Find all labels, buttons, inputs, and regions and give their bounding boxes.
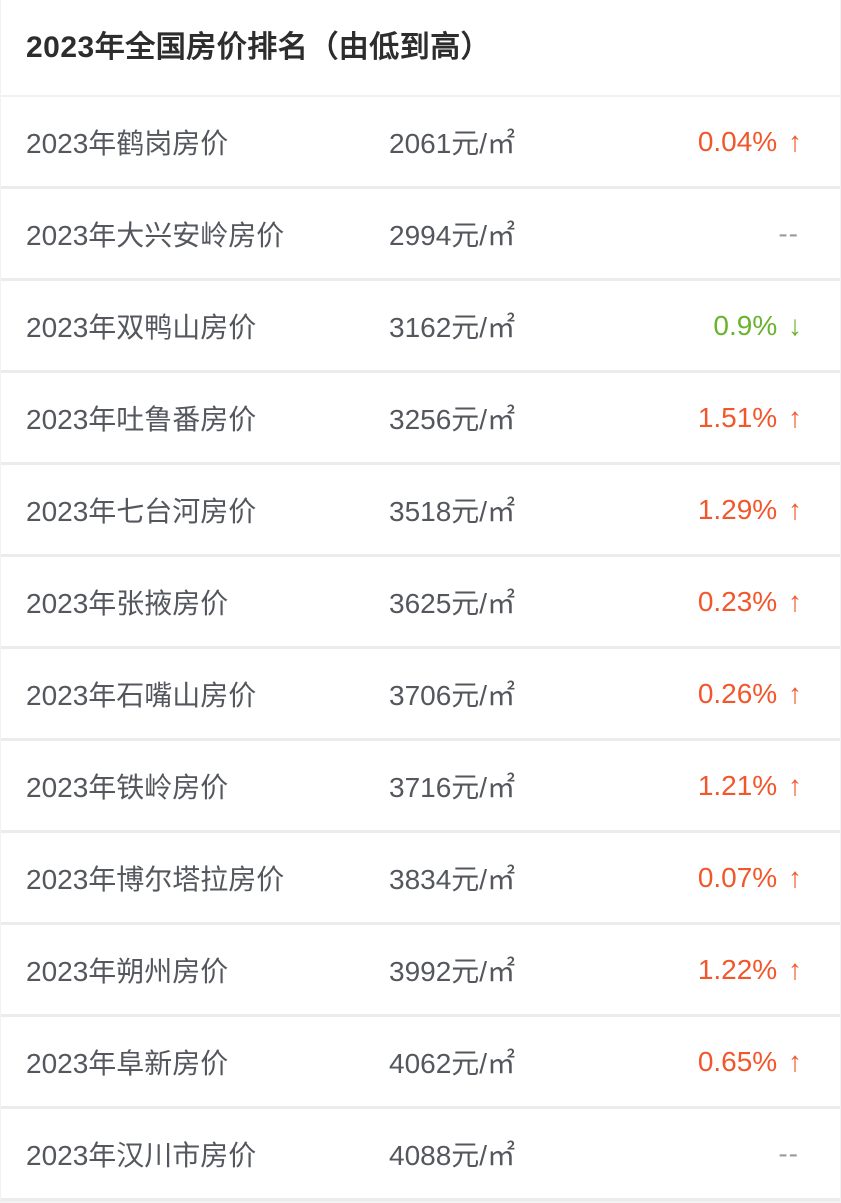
price-change: 0.23% ↑ xyxy=(698,586,802,618)
price-row[interactable]: 2023年阜新房价 4062元/㎡ 0.65% ↑ xyxy=(1,1017,840,1109)
price-ranking-list: 2023年鹤岗房价 2061元/㎡ 0.04% ↑ 2023年大兴安岭房价 29… xyxy=(1,97,840,1201)
price-row[interactable]: 2023年张掖房价 3625元/㎡ 0.23% ↑ xyxy=(1,557,840,649)
change-percent: 0.65% xyxy=(697,1045,778,1077)
price-change: 1.29% ↑ xyxy=(698,494,802,526)
up-arrow-icon: ↑ xyxy=(788,953,802,985)
price-value: 3256元/㎡ xyxy=(389,403,516,435)
price-value: 3625元/㎡ xyxy=(389,587,516,619)
up-arrow-icon: ↑ xyxy=(788,861,802,893)
price-value: 4062元/㎡ xyxy=(389,1047,516,1079)
change-percent: 0.07% xyxy=(697,861,778,893)
price-value: 3518元/㎡ xyxy=(389,495,516,527)
price-row[interactable]: 2023年大兴安岭房价 2994元/㎡ -- xyxy=(1,189,840,281)
city-price-label: 2023年大兴安岭房价 xyxy=(26,219,285,251)
city-price-label: 2023年铁岭房价 xyxy=(26,771,229,803)
change-percent: 1.21% xyxy=(697,769,778,801)
price-row[interactable]: 2023年吐鲁番房价 3256元/㎡ 1.51% ↑ xyxy=(1,373,840,465)
price-change: 1.21% ↑ xyxy=(698,770,802,802)
change-percent: 1.29% xyxy=(697,493,778,525)
up-arrow-icon: ↑ xyxy=(788,493,802,525)
city-price-label: 2023年吐鲁番房价 xyxy=(26,403,257,435)
price-row[interactable]: 2023年博尔塔拉房价 3834元/㎡ 0.07% ↑ xyxy=(1,833,840,925)
up-arrow-icon: ↑ xyxy=(788,585,802,617)
price-change: -- xyxy=(778,218,802,250)
change-percent: 1.51% xyxy=(697,401,778,433)
price-change: 0.07% ↑ xyxy=(698,862,802,894)
city-price-label: 2023年双鸭山房价 xyxy=(26,311,257,343)
price-value: 4088元/㎡ xyxy=(389,1139,516,1171)
city-price-label: 2023年博尔塔拉房价 xyxy=(26,863,285,895)
price-change: 0.9% ↓ xyxy=(713,310,802,342)
city-price-label: 2023年张掖房价 xyxy=(26,587,229,619)
price-row[interactable]: 2023年七台河房价 3518元/㎡ 1.29% ↑ xyxy=(1,465,840,557)
price-row[interactable]: 2023年朔州房价 3992元/㎡ 1.22% ↑ xyxy=(1,925,840,1017)
change-percent: 1.22% xyxy=(697,953,778,985)
price-value: 3162元/㎡ xyxy=(389,311,516,343)
price-row[interactable]: 2023年石嘴山房价 3706元/㎡ 0.26% ↑ xyxy=(1,649,840,741)
up-arrow-icon: ↑ xyxy=(788,769,802,801)
city-price-label: 2023年阜新房价 xyxy=(26,1047,229,1079)
up-arrow-icon: ↑ xyxy=(788,1045,802,1077)
city-price-label: 2023年朔州房价 xyxy=(26,955,229,987)
price-change: 0.65% ↑ xyxy=(698,1046,802,1078)
page-header: 2023年全国房价排名（由低到高） xyxy=(1,0,840,97)
price-row[interactable]: 2023年汉川市房价 4088元/㎡ -- xyxy=(1,1109,840,1201)
bottom-divider xyxy=(1,1201,840,1203)
up-arrow-icon: ↑ xyxy=(788,401,802,433)
price-change: -- xyxy=(778,1138,802,1170)
price-change: 1.22% ↑ xyxy=(698,954,802,986)
price-value: 3992元/㎡ xyxy=(389,955,516,987)
down-arrow-icon: ↓ xyxy=(788,309,802,341)
up-arrow-icon: ↑ xyxy=(788,677,802,709)
price-change: 0.04% ↑ xyxy=(698,126,802,158)
city-price-label: 2023年汉川市房价 xyxy=(26,1139,257,1171)
change-percent: 0.26% xyxy=(697,677,778,709)
price-value: 3834元/㎡ xyxy=(389,863,516,895)
price-value: 2994元/㎡ xyxy=(389,219,516,251)
price-change: 1.51% ↑ xyxy=(698,402,802,434)
price-change: 0.26% ↑ xyxy=(698,678,802,710)
price-value: 3716元/㎡ xyxy=(389,771,516,803)
city-price-label: 2023年七台河房价 xyxy=(26,495,257,527)
change-percent: -- xyxy=(778,217,799,249)
up-arrow-icon: ↑ xyxy=(788,125,802,157)
price-row[interactable]: 2023年鹤岗房价 2061元/㎡ 0.04% ↑ xyxy=(1,97,840,189)
change-percent: 0.9% xyxy=(713,309,778,341)
price-value: 3706元/㎡ xyxy=(389,679,516,711)
city-price-label: 2023年鹤岗房价 xyxy=(26,127,229,159)
price-row[interactable]: 2023年铁岭房价 3716元/㎡ 1.21% ↑ xyxy=(1,741,840,833)
page-title: 2023年全国房价排名（由低到高） xyxy=(26,30,492,64)
change-percent: -- xyxy=(778,1137,799,1169)
city-price-label: 2023年石嘴山房价 xyxy=(26,679,257,711)
price-value: 2061元/㎡ xyxy=(389,127,516,159)
price-row[interactable]: 2023年双鸭山房价 3162元/㎡ 0.9% ↓ xyxy=(1,281,840,373)
change-percent: 0.04% xyxy=(697,125,778,157)
change-percent: 0.23% xyxy=(697,585,778,617)
